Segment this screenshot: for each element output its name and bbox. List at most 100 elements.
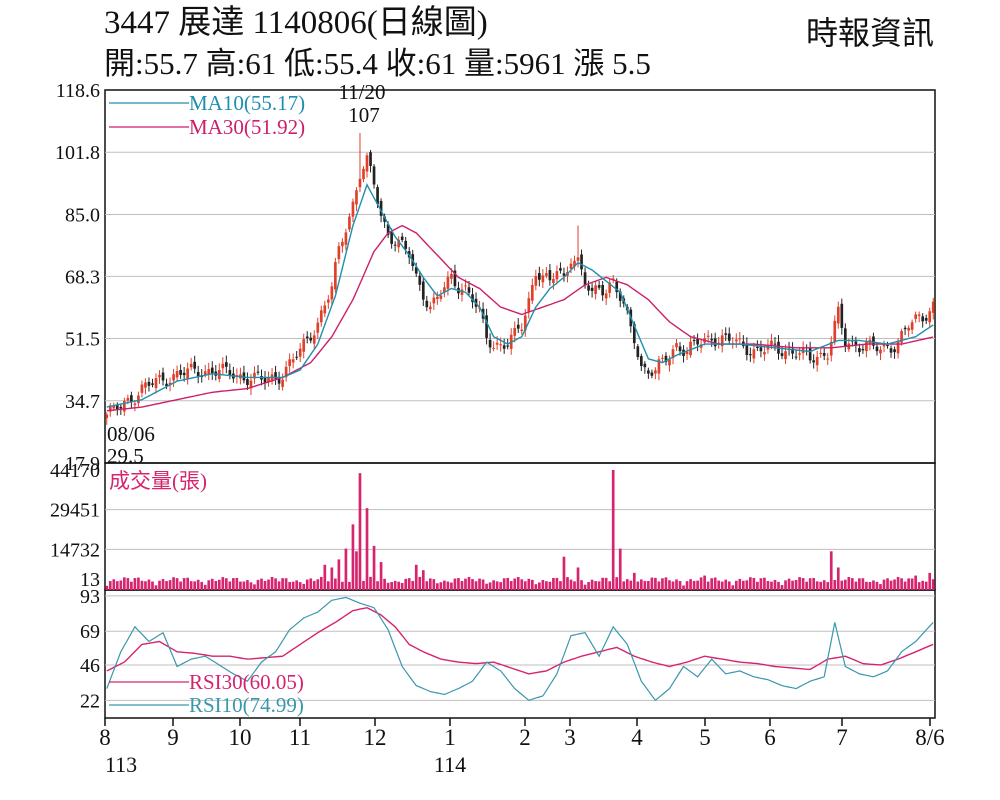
candle-body: [284, 366, 288, 378]
volume-bar: [741, 580, 745, 590]
volume-bar: [326, 581, 330, 590]
volume-bar: [193, 581, 197, 590]
volume-bar: [288, 581, 291, 590]
volume-bar: [376, 581, 379, 590]
candle-body: [288, 359, 291, 367]
x-month-label: 8: [99, 725, 111, 750]
volume-bar: [654, 577, 657, 590]
price-tick-label: 34.7: [65, 391, 100, 413]
volume-bar: [548, 581, 552, 590]
candle-body: [639, 356, 643, 366]
volume-bar: [710, 578, 714, 590]
volume-bar: [872, 580, 875, 590]
candle-body: [678, 346, 682, 352]
candle-body: [752, 349, 756, 359]
volume-bar: [924, 581, 928, 590]
volume-bar: [344, 548, 348, 590]
rsi-tick-label: 93: [80, 586, 100, 608]
candle-body: [175, 371, 179, 378]
volume-bar: [583, 584, 587, 590]
candle-body: [123, 400, 126, 412]
candle-body: [277, 377, 281, 384]
candle-body: [414, 267, 418, 274]
volume-bar: [854, 581, 858, 590]
volume-bar: [692, 580, 696, 590]
volume-bar: [386, 582, 390, 590]
candle-body: [404, 240, 408, 249]
volume-bar: [562, 556, 566, 590]
candle-body: [917, 314, 921, 316]
candle-body: [295, 356, 299, 358]
volume-bar: [239, 581, 242, 590]
volume-bar: [425, 581, 429, 590]
volume-bar: [801, 578, 805, 590]
candle-body: [836, 306, 840, 324]
volume-bar: [281, 578, 284, 590]
volume-bar: [246, 580, 249, 590]
volume-bar: [488, 582, 492, 590]
volume-bar: [629, 580, 633, 590]
candle-body: [654, 370, 657, 374]
volume-bar: [552, 578, 555, 590]
volume-bar: [337, 559, 341, 590]
x-month-label: 10: [229, 725, 252, 750]
volume-bar: [770, 581, 773, 590]
volume-bar: [432, 579, 436, 590]
volume-bar: [555, 577, 559, 590]
candle-body: [358, 178, 362, 188]
volume-bar: [907, 578, 910, 590]
candle-body: [228, 370, 232, 376]
candle-body: [168, 382, 172, 386]
candle-body: [734, 339, 738, 342]
volume-bar: [513, 578, 517, 590]
candle-body: [421, 281, 425, 300]
candle-body: [713, 338, 717, 347]
candle-body: [696, 338, 699, 345]
volume-bar: [749, 577, 752, 590]
price-tick-label: 51.5: [65, 329, 100, 351]
candle-body: [495, 342, 499, 345]
candle-body: [794, 356, 798, 358]
candle-body: [298, 348, 302, 357]
volume-bar: [604, 577, 608, 590]
volume-bar: [200, 581, 204, 590]
volume-bar: [362, 580, 365, 590]
volume-bar: [495, 581, 499, 590]
candle-body: [773, 343, 777, 345]
volume-bar: [263, 580, 267, 590]
volume-bar: [805, 581, 808, 590]
volume-bar: [179, 581, 182, 590]
candle-body: [499, 344, 502, 346]
volume-bar: [502, 578, 506, 590]
volume-bar: [523, 581, 527, 590]
candle-body: [471, 294, 474, 303]
volume-bar: [696, 580, 699, 590]
candle-body: [720, 335, 724, 347]
volume-bar: [836, 567, 840, 590]
data-source-label: 時報資訊: [805, 15, 934, 51]
volume-bar: [777, 581, 780, 590]
candle-body: [900, 331, 903, 343]
volume-bar: [879, 584, 882, 590]
candle-body: [580, 254, 583, 270]
candle-body: [541, 275, 545, 283]
candle-body: [436, 296, 439, 299]
volume-bar: [224, 578, 228, 590]
candle-body: [137, 395, 140, 404]
volume-bar: [703, 575, 706, 590]
candle-body: [453, 270, 457, 287]
candle-body: [763, 352, 766, 355]
candle-body: [351, 201, 355, 217]
candle-body: [513, 327, 517, 336]
volume-bar: [274, 578, 277, 590]
candle-body: [530, 285, 534, 301]
volume-bar: [217, 579, 221, 590]
candle-body: [432, 297, 436, 304]
volume-bar: [650, 577, 654, 590]
candle-body: [552, 279, 555, 283]
volume-bar: [784, 580, 787, 590]
volume-bar: [186, 577, 189, 590]
candle-body: [573, 260, 576, 267]
volume-bar: [369, 576, 372, 590]
volume-bar: [780, 585, 784, 590]
